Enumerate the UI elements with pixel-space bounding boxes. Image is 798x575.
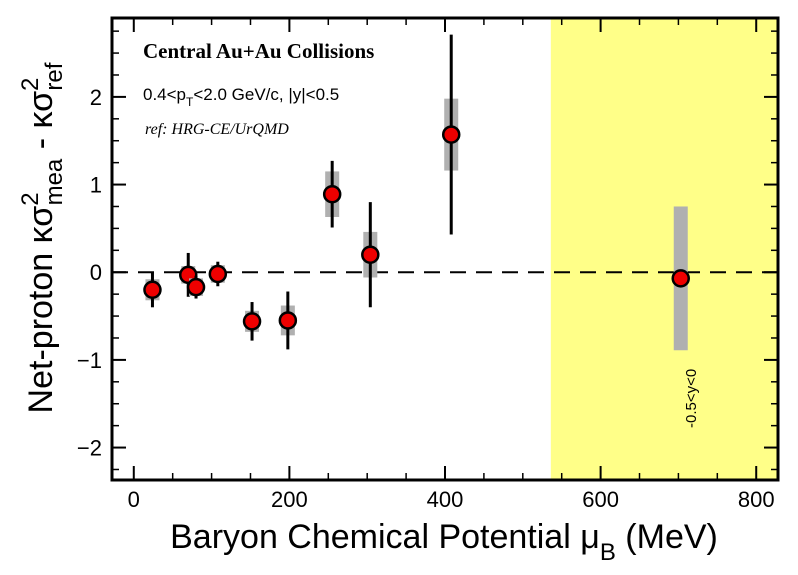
x-tick-label: 400 — [427, 487, 464, 512]
data-point — [441, 125, 461, 144]
data-points — [143, 34, 690, 351]
y-tick-label: −1 — [77, 348, 102, 373]
annotation-kinematics: 0.4<pT<2.0 GeV/c, |y|<0.5 — [143, 85, 339, 109]
annotation-rapidity: -0.5<y<0 — [683, 369, 700, 428]
data-point — [671, 269, 690, 288]
data-point — [242, 312, 262, 331]
y-axis-prefix: Net-proton κσ — [22, 206, 60, 414]
data-point — [186, 277, 206, 297]
x-tick-label: 200 — [271, 487, 308, 512]
x-axis-subscript: B — [600, 539, 616, 566]
y-tick-label: 2 — [90, 85, 102, 110]
y-axis-sup1: 2 — [17, 192, 44, 205]
annotation-title: Central Au+Au Collisions — [143, 39, 374, 63]
x-axis-unit: (MeV) — [625, 518, 718, 556]
x-tick-label: 600 — [582, 487, 619, 512]
x-axis-title-text: Baryon Chemical Potential — [170, 518, 571, 556]
kinematics-part-a: 0.4<p — [143, 85, 186, 104]
data-point — [143, 280, 162, 300]
x-tick-label: 800 — [738, 487, 775, 512]
data-point — [208, 264, 228, 284]
data-point — [361, 245, 380, 264]
kinematics-part-b: <2.0 GeV/c, |y|<0.5 — [193, 85, 339, 104]
annotation-reference: ref: HRG-CE/UrQMD — [145, 121, 289, 138]
data-point — [278, 311, 298, 330]
kinematics-subscript: T — [186, 95, 194, 109]
y-axis-sup2: 2 — [17, 78, 44, 91]
y-axis-sub2: ref — [41, 62, 68, 90]
x-tick-label: 0 — [128, 487, 140, 512]
y-axis-mid: - κσ — [22, 91, 60, 159]
y-axis-sub1: mea — [41, 158, 68, 205]
data-point — [322, 184, 342, 204]
y-tick-label: 1 — [90, 173, 102, 198]
axis-ticks: 0 200 400 600 800 −2 −1 0 1 2 — [77, 18, 778, 512]
yellow-highlight-region — [550, 18, 778, 480]
y-tick-label: 0 — [90, 260, 102, 285]
y-tick-label: −2 — [77, 436, 102, 461]
x-axis-title: Baryon Chemical Potential μB (MeV) — [170, 518, 718, 566]
y-axis-title: Net-proton κσ2mea - κσ2ref — [17, 62, 68, 413]
x-axis-symbol: μ — [580, 518, 600, 556]
